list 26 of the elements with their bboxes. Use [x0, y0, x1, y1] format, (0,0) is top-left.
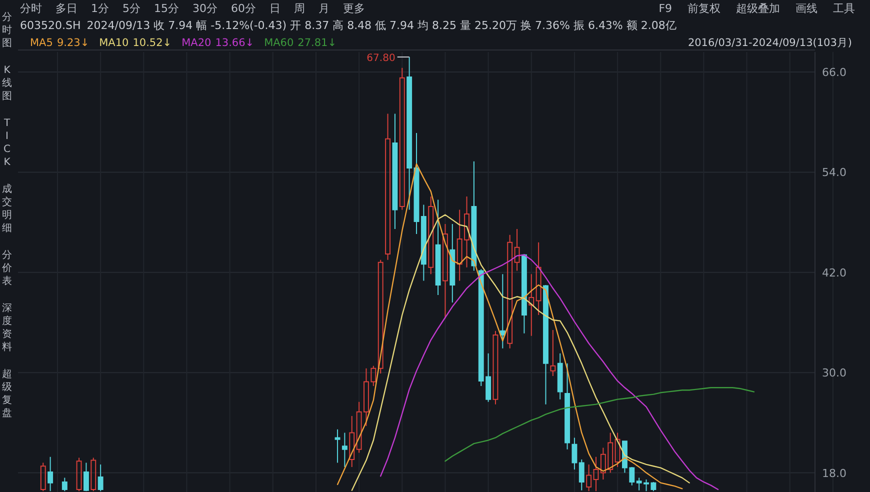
text: 27.81↓: [298, 37, 337, 49]
text: MA10: [99, 37, 129, 49]
text: 9.23↓: [56, 37, 90, 49]
y-tick-label: 66.0: [822, 66, 846, 80]
text: MA5: [30, 37, 53, 49]
y-tick-label: 18.0: [822, 466, 846, 480]
chart-title: 603520.SH: [20, 19, 81, 32]
text: 超级复盘: [2, 368, 12, 419]
text: 2016/03/31-2024/09/13(103月): [688, 37, 852, 49]
y-tick-label: 42.0: [822, 266, 846, 280]
text: F9 前复权 超级叠加 画线 工具: [658, 2, 855, 15]
chart-subtitle: 2024/09/13 收 7.94 幅 -5.12%(-0.43) 开 8.37 高 8.48 低 7.94 均 8.25 量 25.20万 换 7.36% 振 6.43% 额 2.08亿: [86, 19, 676, 32]
text: 分时图: [2, 11, 12, 49]
text: 13.66↓: [215, 37, 254, 49]
text: 分价表: [1, 249, 12, 287]
y-tick-label: 30.0: [822, 366, 846, 380]
annotation: 67.80: [366, 53, 396, 64]
text: 成交明细: [2, 183, 12, 234]
text: 10.52↓: [132, 37, 172, 49]
text: K线图: [2, 65, 12, 102]
text: 深度资料: [2, 302, 12, 353]
text: TICK: [2, 118, 11, 168]
y-tick-label: 54.0: [822, 166, 846, 180]
text: MA20: [182, 37, 212, 49]
text: MA60: [264, 37, 294, 49]
text: 分时 多日 1分 5分 15分 30分 60分 日 周 月 更多: [20, 2, 365, 15]
